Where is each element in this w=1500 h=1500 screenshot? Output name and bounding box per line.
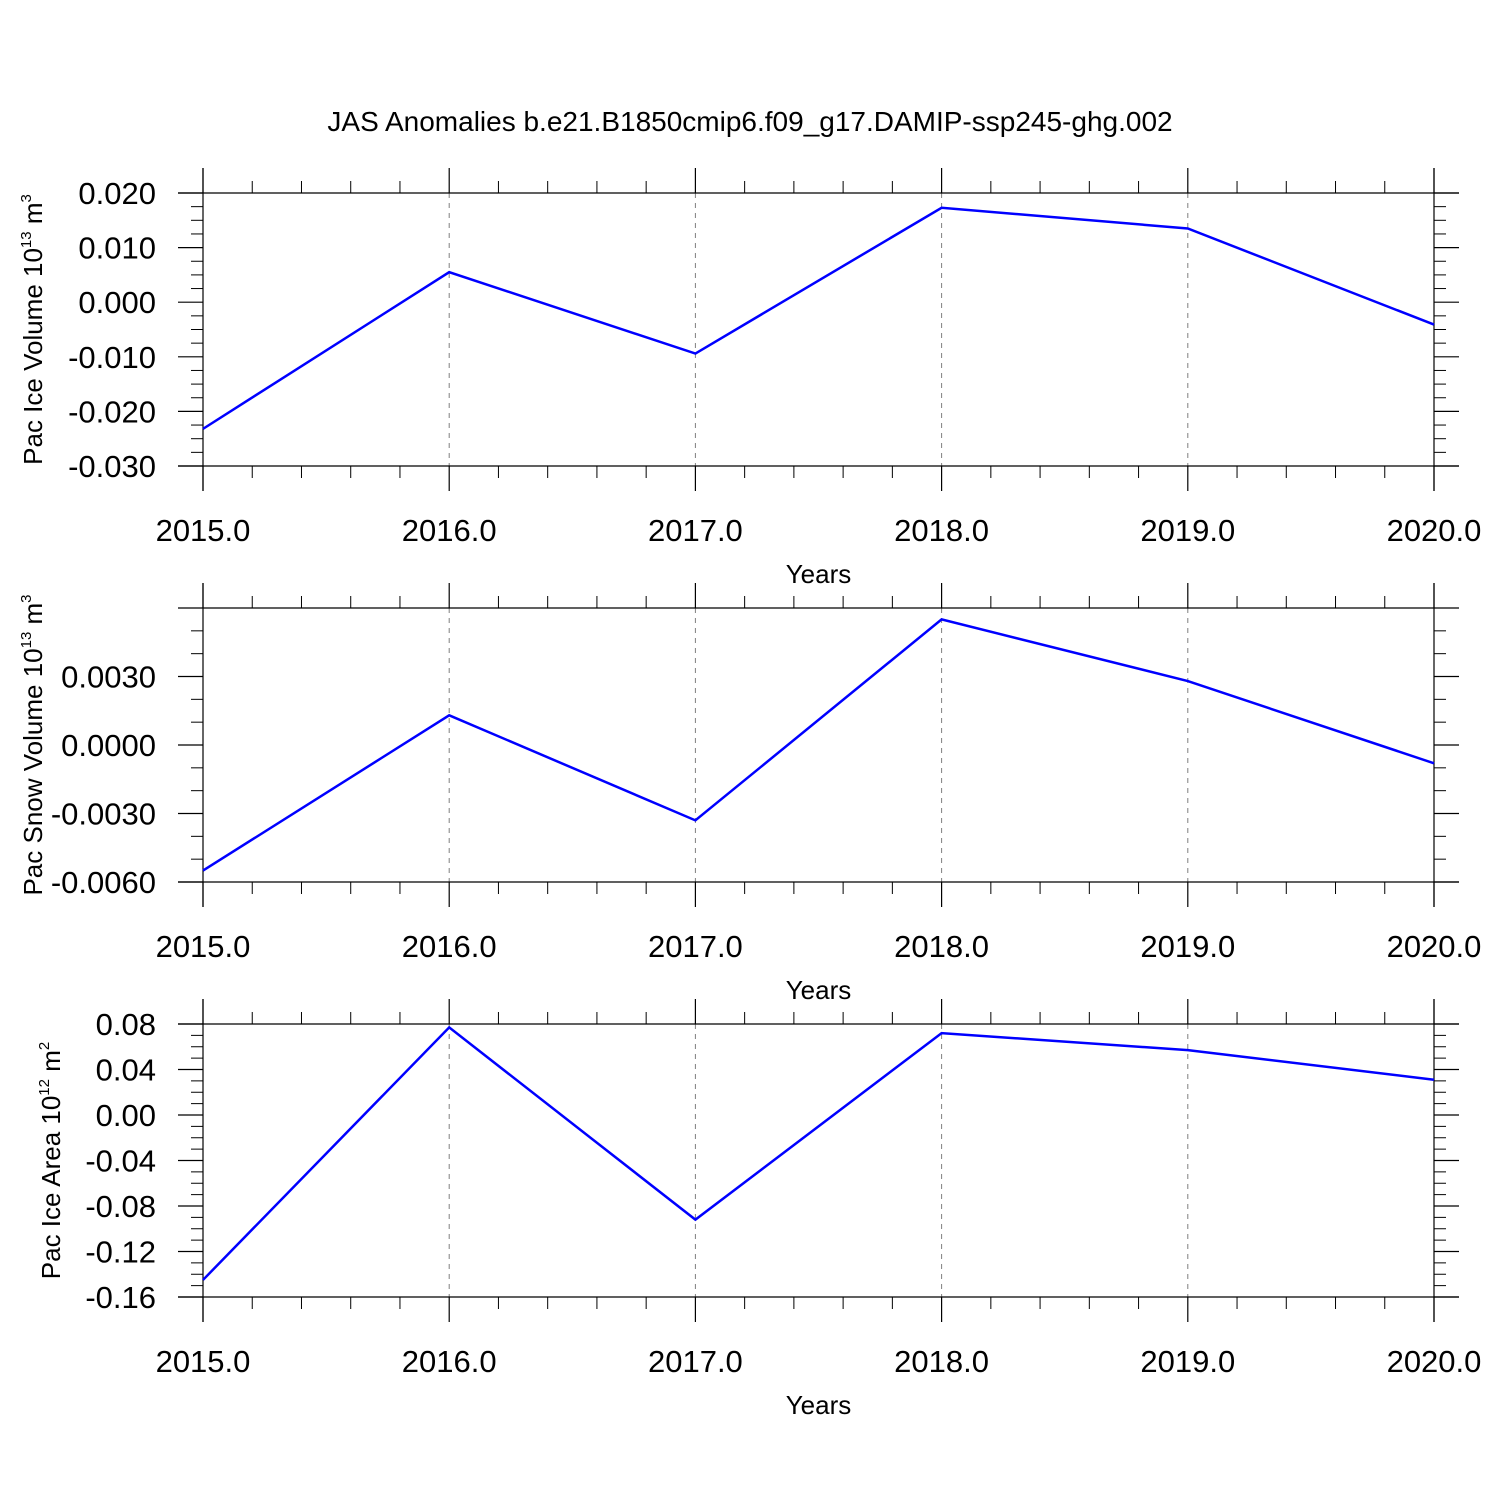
x-axis-label: Years: [786, 975, 852, 1005]
x-tick-label: 2019.0: [1140, 929, 1235, 964]
y-axis-label-part: m: [18, 603, 48, 632]
y-axis-label: Pac Ice Area 1012 m2: [36, 1042, 66, 1279]
figure-title: JAS Anomalies b.e21.B1850cmip6.f09_g17.D…: [327, 106, 1172, 137]
y-axis-label-superscript: 13: [18, 231, 35, 248]
y-tick-label: 0.04: [96, 1053, 156, 1088]
y-tick-label: -0.010: [68, 340, 156, 375]
x-tick-label: 2018.0: [894, 513, 989, 548]
series-line: [202, 1025, 1435, 1281]
y-tick-label: -0.08: [85, 1189, 156, 1224]
y-axis-label-part: m: [18, 202, 48, 231]
x-tick-label: 2019.0: [1140, 1344, 1235, 1379]
chart-panel-2: 2015.0 2016.0 2017.0 2018.0 2019.0 2020.0 0.00…: [18, 583, 1481, 1005]
chart-panel-1: 2015.0 2016.0 2017.0 2018.0 2019.0 2020.0 0.02…: [18, 168, 1481, 589]
x-axis-label: Years: [786, 1390, 852, 1420]
x-tick-label: 2019.0: [1140, 513, 1235, 548]
y-tick-label: 0.08: [96, 1007, 156, 1042]
y-axis-label: Pac Ice Volume 1013 m3: [18, 194, 48, 465]
y-tick-label: 0.0000: [61, 728, 156, 763]
y-tick-label: 0.0030: [61, 660, 156, 695]
y-axis-label: Pac Snow Volume 1013 m3: [18, 594, 48, 895]
series-line: [202, 206, 1435, 430]
x-tick-label: 2020.0: [1387, 1344, 1482, 1379]
y-axis-label-part: m: [36, 1050, 66, 1079]
y-axis-label-part: Pac Ice Volume 10: [18, 248, 48, 465]
x-tick-label: 2016.0: [402, 929, 497, 964]
x-tick-label: 2017.0: [648, 513, 743, 548]
x-tick-label: 2015.0: [156, 1344, 251, 1379]
y-tick-label: 0.00: [96, 1098, 156, 1133]
x-tick-label: 2020.0: [1387, 929, 1482, 964]
x-tick-label: 2015.0: [156, 513, 251, 548]
x-tick-label: 2015.0: [156, 929, 251, 964]
y-axis-label-superscript: 3: [18, 194, 35, 202]
x-tick-label: 2018.0: [894, 929, 989, 964]
x-tick-label: 2016.0: [402, 513, 497, 548]
y-axis-label-superscript: 3: [18, 594, 35, 602]
x-tick-label: 2018.0: [894, 1344, 989, 1379]
y-tick-label: 0.020: [78, 176, 156, 211]
y-tick-label: -0.16: [85, 1280, 156, 1315]
y-axis-label-superscript: 13: [18, 632, 35, 649]
y-tick-label: -0.030: [68, 449, 156, 484]
y-tick-label: -0.020: [68, 394, 156, 429]
y-axis-label-superscript: 12: [36, 1079, 53, 1096]
y-tick-label: -0.04: [85, 1144, 156, 1179]
y-axis-label-superscript: 2: [36, 1042, 53, 1050]
chart-panel-3: 2015.0 2016.0 2017.0 2018.0 2019.0 2020.0 0.08…: [36, 999, 1481, 1420]
x-tick-label: 2017.0: [648, 929, 743, 964]
series-line: [202, 618, 1435, 872]
chart-panels: 2015.0 2016.0 2017.0 2018.0 2019.0 2020.0 0.02…: [18, 168, 1481, 1420]
x-tick-label: 2016.0: [402, 1344, 497, 1379]
y-axis-label-part: Pac Snow Volume 10: [18, 648, 48, 895]
x-axis-label: Years: [786, 559, 852, 589]
y-tick-label: -0.0060: [51, 865, 156, 900]
y-tick-label: 0.010: [78, 231, 156, 266]
y-tick-label: -0.0030: [51, 797, 156, 832]
x-tick-label: 2020.0: [1387, 513, 1482, 548]
x-tick-label: 2017.0: [648, 1344, 743, 1379]
y-tick-label: 0.000: [78, 285, 156, 320]
y-axis-label-part: Pac Ice Area 10: [36, 1096, 66, 1280]
y-tick-label: -0.12: [85, 1235, 156, 1270]
